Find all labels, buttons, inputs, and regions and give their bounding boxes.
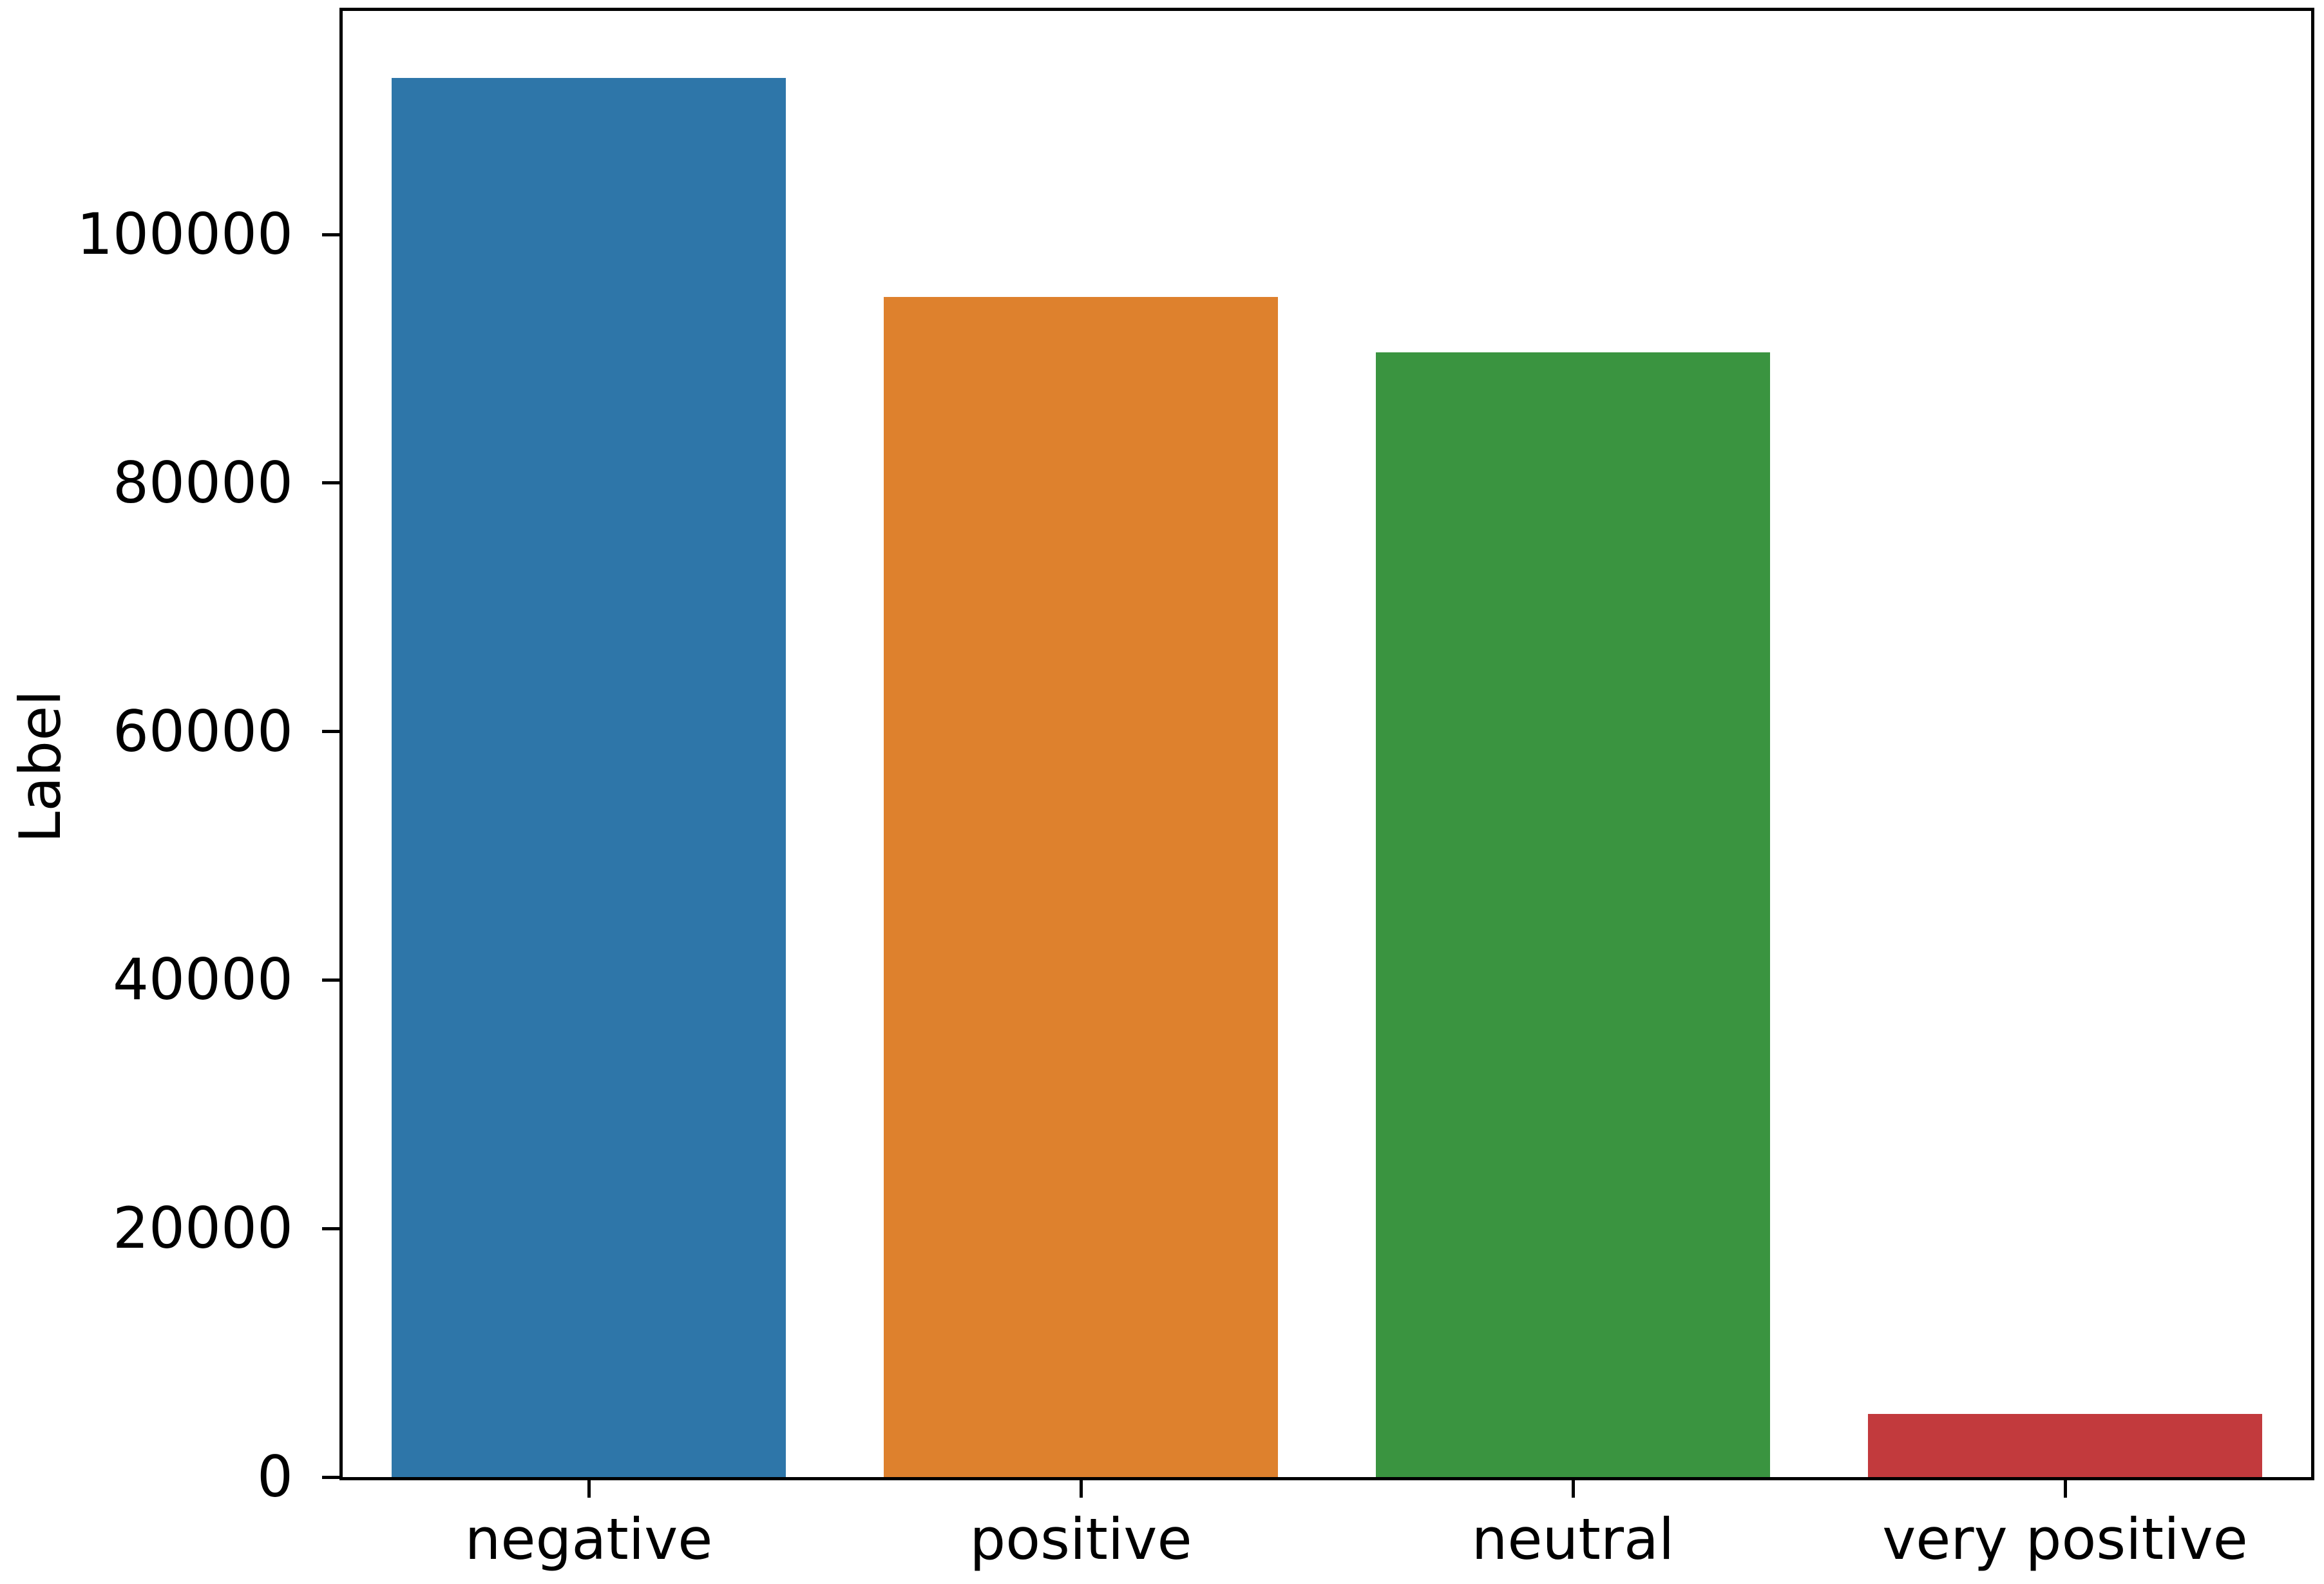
y-tick-label: 40000 bbox=[113, 946, 293, 1013]
x-tick-label: neutral bbox=[1471, 1506, 1675, 1572]
x-tick-mark bbox=[1079, 1480, 1083, 1498]
y-tick-label: 80000 bbox=[113, 449, 293, 516]
y-tick-mark bbox=[322, 978, 341, 982]
x-tick-mark bbox=[1571, 1480, 1575, 1498]
x-tick-label: positive bbox=[969, 1506, 1192, 1572]
y-tick-mark bbox=[322, 730, 341, 734]
y-tick-label: 20000 bbox=[113, 1195, 293, 1262]
plot-area bbox=[339, 8, 2314, 1480]
y-tick-mark bbox=[322, 481, 341, 485]
x-tick-mark bbox=[2063, 1480, 2067, 1498]
y-tick-label: 0 bbox=[257, 1444, 293, 1510]
y-tick-mark bbox=[322, 233, 341, 236]
y-tick-label: 100000 bbox=[77, 201, 293, 268]
x-tick-mark bbox=[587, 1480, 591, 1498]
y-tick-mark bbox=[322, 1226, 341, 1230]
x-tick-label: negative bbox=[464, 1506, 713, 1572]
x-tick-label: very positive bbox=[1882, 1506, 2248, 1572]
bar-very-positive bbox=[1868, 1413, 2262, 1477]
bar-neutral bbox=[1376, 352, 1770, 1477]
y-tick-label: 60000 bbox=[113, 698, 293, 765]
y-tick-mark bbox=[322, 1475, 341, 1479]
bar-negative bbox=[392, 78, 786, 1477]
bar-positive bbox=[884, 296, 1278, 1477]
